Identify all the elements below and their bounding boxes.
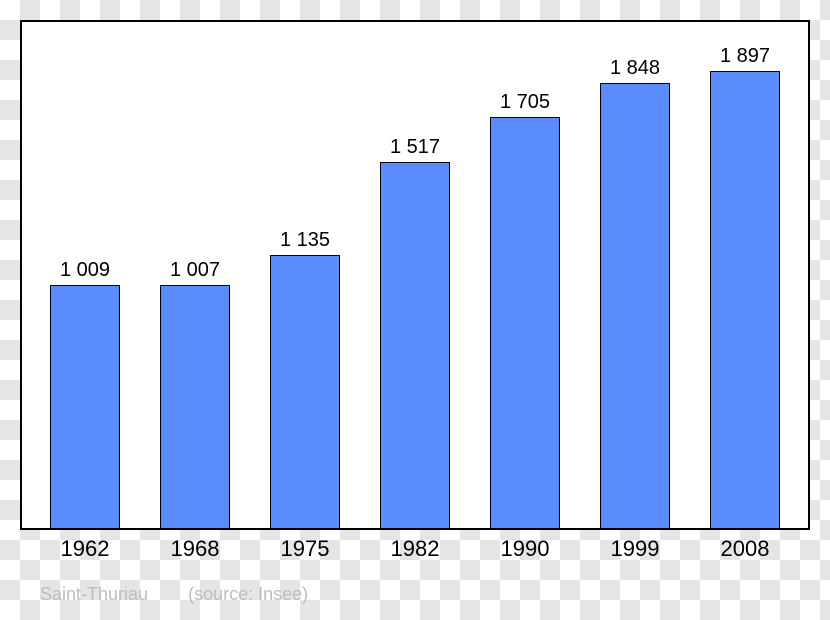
bar-value-label: 1 848: [580, 57, 690, 80]
bar: [600, 83, 670, 528]
bar-value-label: 1 705: [470, 91, 580, 114]
bar-value-label: 1 007: [140, 259, 250, 282]
bar: [160, 285, 230, 528]
x-axis-label: 1975: [250, 536, 360, 562]
x-axis-label: 1982: [360, 536, 470, 562]
chart-caption: Saint-Thuriau (source: Insee): [40, 584, 308, 605]
x-axis-label: 1962: [30, 536, 140, 562]
bar-value-label: 1 897: [690, 45, 800, 68]
caption-location: Saint-Thuriau: [40, 584, 148, 604]
bar: [710, 71, 780, 528]
bar: [270, 255, 340, 528]
bar: [50, 285, 120, 528]
x-axis-label: 1968: [140, 536, 250, 562]
x-axis-label: 2008: [690, 536, 800, 562]
bar: [380, 162, 450, 528]
bar-value-label: 1 009: [30, 259, 140, 282]
bar: [490, 117, 560, 528]
x-axis-label: 1999: [580, 536, 690, 562]
bar-value-label: 1 135: [250, 229, 360, 252]
caption-source: (source: Insee): [188, 584, 308, 604]
bar-value-label: 1 517: [360, 136, 470, 159]
x-axis-label: 1990: [470, 536, 580, 562]
